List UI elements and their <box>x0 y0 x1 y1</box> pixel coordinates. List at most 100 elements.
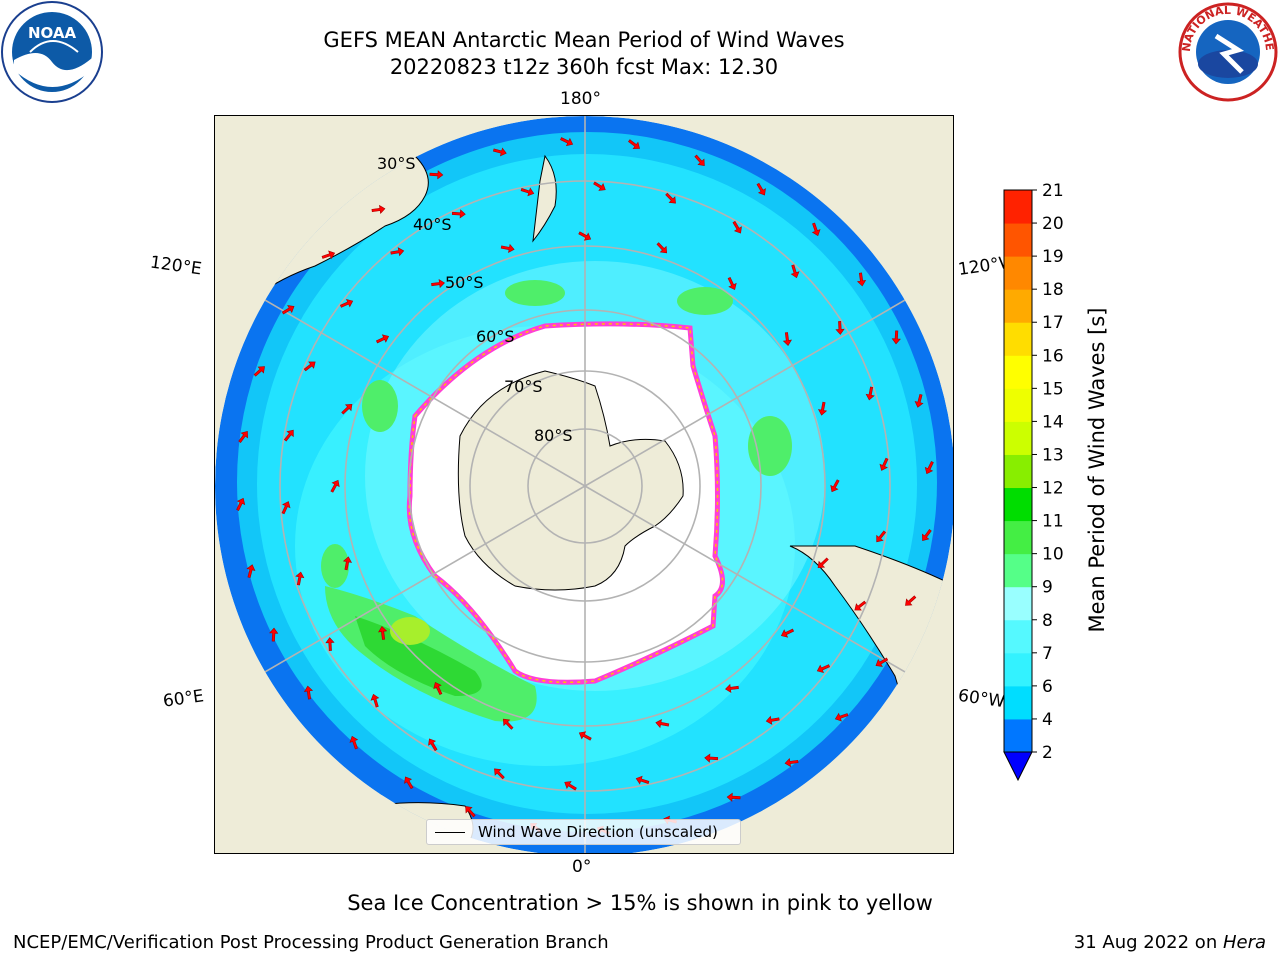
wind-wave-arrow <box>502 718 514 730</box>
wind-wave-arrow <box>782 332 792 346</box>
wind-wave-arrow <box>922 529 932 541</box>
colorbar-tick-label: 15 <box>1042 379 1064 399</box>
lat-label-40s: 40°S <box>413 215 452 234</box>
wind-wave-arrow <box>856 272 867 287</box>
wind-wave-arrow <box>494 768 505 780</box>
colorbar-label: Mean Period of Wind Waves [s] <box>1085 307 1109 633</box>
wind-wave-arrow <box>578 731 592 741</box>
colorbar-tick-label: 11 <box>1042 512 1064 532</box>
wind-wave-arrow <box>765 715 780 725</box>
wind-wave-arrow <box>269 627 279 642</box>
colorbar: 2 4 6 7 8 9 10 11 12 13 14 15 16 17 18 19 20 21 <box>1003 181 1064 782</box>
lon-label-120e: 120°E <box>148 252 203 280</box>
wind-wave-arrow <box>816 664 831 674</box>
colorbar-block <box>1004 718 1032 753</box>
wind-wave-arrow <box>339 298 354 308</box>
wind-wave-arrow <box>349 735 359 750</box>
wind-wave-arrow <box>780 628 795 638</box>
colorbar-block <box>1004 619 1032 654</box>
wind-wave-arrow <box>811 222 821 237</box>
wind-wave-arrow <box>465 806 476 818</box>
wind-wave-arrow <box>732 220 742 234</box>
colorbar-tick-label: 19 <box>1042 247 1064 267</box>
footer-date: 31 Aug 2022 on Hera <box>1074 932 1266 953</box>
wind-wave-arrow <box>865 386 875 401</box>
colorbar-outline <box>1003 189 1033 753</box>
colorbar-tick-label: 21 <box>1042 181 1064 201</box>
wind-wave-arrow <box>665 192 676 204</box>
wind-wave-arrow <box>834 712 849 722</box>
wind-wave-arrow <box>283 429 294 442</box>
colorbar-tick-label: 10 <box>1042 545 1064 565</box>
wind-wave-arrow <box>694 154 705 166</box>
wind-wave-arrow <box>830 479 840 493</box>
colorbar-block <box>1004 553 1032 588</box>
lon-label-180: 180° <box>560 89 601 109</box>
grid-meridians <box>215 116 953 853</box>
wind-wave-arrow <box>378 626 388 640</box>
colorbar-tick-label: 4 <box>1042 710 1053 730</box>
wind-wave-arrow <box>879 457 889 471</box>
lat-label-60s: 60°S <box>476 327 515 346</box>
caption: Sea Ice Concentration > 15% is shown in … <box>347 891 933 915</box>
lon-label-0: 0° <box>572 857 592 877</box>
lon-label-60e: 60°E <box>161 686 206 712</box>
wind-wave-arrow <box>891 330 901 345</box>
footer-credit: NCEP/EMC/Verification Post Processing Pr… <box>13 932 609 953</box>
wind-wave-arrow <box>375 334 390 344</box>
colorbar-block <box>1004 421 1032 455</box>
colorbar-tick-label: 20 <box>1042 214 1064 234</box>
colorbar-tick-label: 13 <box>1042 445 1064 465</box>
wind-wave-arrow <box>303 685 314 700</box>
wind-wave-arrow <box>493 147 507 157</box>
colorbar-block <box>1004 454 1032 489</box>
wind-wave-arrow <box>429 170 444 180</box>
map-panel: 30°S 40°S 50°S 60°S 70°S 80°S <box>214 115 954 854</box>
wind-wave-arrow <box>341 403 353 415</box>
wind-wave-arrow <box>560 137 574 147</box>
footer-host: Hera <box>1222 932 1266 953</box>
wind-wave-arrow <box>727 276 737 291</box>
wind-wave-arrow <box>578 231 592 241</box>
wind-wave-arrow <box>303 361 316 372</box>
wind-wave-arrow <box>564 781 577 791</box>
wind-wave-arrow <box>628 139 640 149</box>
wind-wave-arrow <box>342 556 353 571</box>
wind-wave-arrow <box>390 247 405 257</box>
colorbar-block <box>1004 355 1032 389</box>
colorbar-block <box>1004 223 1032 257</box>
colorbar-block <box>1004 256 1032 290</box>
colorbar-tick-label: 2 <box>1042 743 1053 763</box>
wind-wave-arrow <box>756 182 766 196</box>
colorbar-tick-label: 18 <box>1042 280 1064 300</box>
wind-wave-arrow <box>817 557 829 569</box>
nws-logo: NATIONAL WEATHER SERVICE <box>1176 0 1278 102</box>
wind-wave-arrow <box>656 242 668 254</box>
footer-date-text: 31 Aug 2022 on <box>1073 932 1223 953</box>
wind-wave-arrow <box>817 401 828 416</box>
wind-wave-arrow <box>875 657 889 667</box>
wind-wave-arrow <box>854 600 867 611</box>
wind-wave-arrow <box>451 209 466 219</box>
wind-wave-arrow <box>370 693 380 708</box>
colorbar-block <box>1004 388 1032 422</box>
antarctica <box>457 370 684 591</box>
wind-wave-arrows <box>236 137 934 835</box>
wind-wave-arrow <box>330 479 340 493</box>
colorbar-block <box>1004 652 1032 687</box>
noaa-logo: NOAA <box>1 1 103 103</box>
wind-wave-arrow <box>236 497 246 511</box>
wind-wave-arrow <box>655 718 670 729</box>
lat-label-80s: 80°S <box>534 426 573 445</box>
polar-map: 30°S 40°S 50°S 60°S 70°S 80°S <box>215 116 953 853</box>
colorbar-block <box>1004 322 1032 356</box>
wind-wave-arrow <box>500 243 515 254</box>
wind-wave-arrow <box>281 501 291 515</box>
lat-label-70s: 70°S <box>504 377 543 396</box>
colorbar-tick-label: 14 <box>1042 412 1064 432</box>
ocean-field <box>215 116 953 853</box>
colorbar-tick-label: 16 <box>1042 346 1064 366</box>
chart-subtitle: 20220823 t12z 360h fcst Max: 12.30 <box>389 55 779 79</box>
wind-wave-arrow <box>914 394 924 408</box>
wind-wave-arrow <box>246 564 256 578</box>
